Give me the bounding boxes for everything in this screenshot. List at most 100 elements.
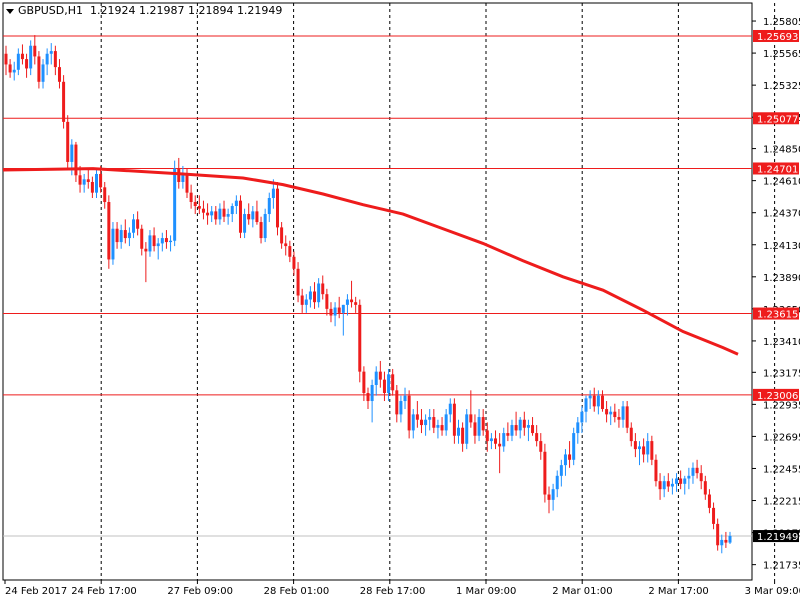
candle-body: [452, 403, 456, 436]
candle-body: [341, 304, 345, 313]
candle-body: [243, 214, 247, 233]
candle-body: [66, 121, 70, 162]
candle-body: [716, 523, 720, 546]
candle-body: [440, 425, 444, 431]
candle-body: [543, 451, 547, 495]
candle-body: [82, 179, 86, 185]
candle-body: [74, 144, 78, 176]
candle-body: [333, 307, 337, 316]
candle-body: [720, 539, 724, 546]
candle-body: [37, 56, 41, 82]
candle-body: [325, 294, 329, 309]
candle-body: [259, 222, 263, 239]
candle-body: [247, 214, 251, 220]
candle-body: [193, 202, 197, 207]
candle-body: [374, 371, 378, 385]
candle-body: [169, 240, 173, 243]
candle-body: [670, 483, 674, 487]
candle-body: [197, 206, 201, 209]
ohlc-readout: 1.21924 1.21987 1.21894 1.21949: [89, 4, 283, 17]
candle-body: [267, 198, 271, 215]
candle-body: [555, 475, 559, 490]
candle-body: [613, 411, 617, 418]
candle-body: [57, 67, 61, 82]
candle-body: [469, 414, 473, 423]
candle-body: [411, 414, 415, 431]
candle-body: [621, 406, 625, 420]
candle-body: [436, 425, 440, 428]
candle-body: [679, 478, 683, 484]
y-tick-label: 1.23410: [763, 337, 800, 348]
candle-body: [12, 69, 16, 73]
candle-body: [33, 45, 37, 57]
candle-body: [214, 211, 218, 220]
moving-average-line: [2, 167, 739, 356]
candle-body: [461, 427, 465, 444]
candle-body: [415, 414, 419, 420]
candle-body: [276, 188, 279, 228]
candle-body: [638, 446, 641, 450]
candle-body: [633, 441, 637, 450]
candle-body: [201, 208, 205, 213]
y-tick-label: 1.22455: [763, 464, 800, 475]
candle-body: [473, 422, 477, 436]
candle-body: [650, 441, 654, 460]
candle-body: [152, 235, 156, 247]
candle-body: [457, 427, 460, 436]
level-price-label: 1.24701: [757, 164, 798, 175]
candle-body: [444, 414, 448, 431]
candle-body: [625, 406, 629, 428]
candle-body: [95, 173, 98, 193]
candle-body: [695, 467, 699, 474]
candle-body: [29, 45, 33, 69]
candle-body: [592, 395, 596, 407]
candle-body: [103, 187, 107, 203]
candle-body: [345, 299, 349, 305]
candle-body: [45, 53, 49, 65]
candle-body: [156, 243, 160, 247]
candle-body: [123, 230, 127, 239]
candle-body: [226, 214, 230, 217]
candle-body: [206, 212, 210, 216]
candle-body: [366, 393, 370, 402]
y-tick-label: 1.22215: [763, 497, 800, 508]
candle-body: [502, 433, 506, 447]
x-tick-label: 24 Feb 2017: [5, 586, 67, 597]
y-tick-label: 1.23175: [763, 368, 800, 379]
y-tick-label: 1.25805: [763, 17, 800, 28]
level-price-label: 1.23615: [757, 310, 798, 321]
candle-body: [428, 417, 432, 420]
chart-title: GBPUSD,H1 1.21924 1.21987 1.21894 1.2194…: [6, 4, 282, 17]
candle-body: [185, 173, 189, 193]
candle-body: [687, 475, 691, 479]
dropdown-arrow-icon[interactable]: [6, 8, 14, 14]
candle-body: [115, 228, 119, 243]
y-tick-label: 1.22935: [763, 400, 800, 411]
candle-body: [448, 403, 452, 415]
candle-body: [148, 235, 152, 252]
candle-body: [78, 175, 82, 185]
candle-body: [164, 238, 168, 243]
candle-body: [140, 228, 144, 249]
candle-body: [399, 401, 403, 415]
candle-body: [506, 433, 510, 436]
x-tick-label: 1 Mar 09:00: [456, 586, 516, 597]
candle-body: [358, 304, 362, 372]
candle-body: [16, 53, 20, 70]
candle-body: [485, 430, 489, 442]
candle-body: [4, 53, 8, 65]
candle-body: [119, 230, 123, 243]
candle-body: [8, 64, 12, 73]
candle-body: [662, 481, 666, 490]
candle-body: [391, 374, 395, 391]
candle-body: [210, 211, 214, 216]
candle-body: [629, 427, 633, 442]
candle-body: [707, 494, 711, 508]
candle-body: [378, 371, 382, 380]
level-price-tag: [753, 307, 799, 320]
candle-body: [177, 168, 181, 182]
level-price-tag: [753, 112, 799, 125]
candle-body: [218, 208, 222, 220]
